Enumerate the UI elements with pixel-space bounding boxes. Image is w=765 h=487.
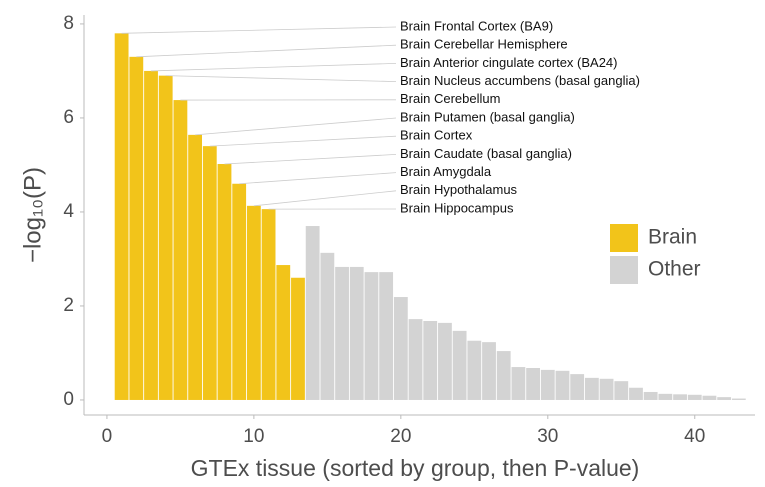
bar — [364, 272, 379, 400]
bar — [261, 209, 276, 400]
leader-line — [165, 75, 397, 82]
bar — [379, 272, 394, 400]
bar — [731, 398, 746, 400]
leader-line — [150, 63, 397, 72]
bar — [129, 56, 144, 400]
bar — [114, 33, 129, 400]
annotation: Brain Cortex — [400, 128, 473, 143]
bar — [540, 369, 555, 400]
y-tick-label: 8 — [63, 13, 74, 34]
bar — [555, 370, 570, 400]
annotation: Brain Hippocampus — [400, 200, 514, 215]
bar — [320, 252, 335, 400]
annotation: Brain Amygdala — [400, 164, 492, 179]
bar — [349, 266, 364, 400]
bar — [511, 367, 526, 400]
bar — [584, 377, 599, 400]
bar — [276, 265, 291, 400]
annotation: Brain Anterior cingulate cortex (BA24) — [400, 55, 618, 70]
leader-line — [253, 190, 397, 207]
leader-line — [195, 117, 397, 136]
x-tick-label: 0 — [102, 426, 113, 447]
bar — [188, 134, 203, 400]
x-axis-label: GTEx tissue (sorted by group, then P-val… — [191, 455, 640, 481]
annotation: Brain Nucleus accumbens (basal ganglia) — [400, 73, 640, 88]
leader-line — [224, 154, 397, 165]
bar — [643, 391, 658, 400]
bar — [717, 397, 732, 400]
bar — [393, 297, 408, 400]
x-tick-label: 20 — [390, 426, 411, 447]
annotation: Brain Cerebellar Hemisphere — [400, 37, 568, 52]
legend-label: Other — [648, 258, 701, 281]
bar — [438, 322, 452, 400]
bar — [217, 164, 232, 400]
x-tick-label: 30 — [537, 426, 558, 447]
bar — [482, 342, 496, 400]
bar — [570, 374, 585, 400]
legend-label: Brain — [648, 226, 697, 249]
legend-swatch — [610, 256, 638, 284]
bar — [526, 367, 541, 400]
annotation: Brain Putamen (basal ganglia) — [400, 109, 575, 124]
bar — [173, 100, 188, 400]
bar — [202, 146, 217, 400]
bar — [232, 183, 247, 400]
bar — [687, 394, 702, 400]
bar — [335, 266, 349, 400]
bar — [629, 387, 643, 400]
bar — [673, 394, 687, 400]
bar — [246, 205, 261, 400]
bar — [158, 75, 173, 400]
annotation: Brain Caudate (basal ganglia) — [400, 146, 572, 161]
bar — [291, 277, 305, 400]
bar — [423, 320, 438, 400]
bar — [702, 395, 717, 400]
leader-line — [239, 172, 397, 185]
y-tick-label: 0 — [63, 389, 74, 410]
leader-line — [136, 44, 397, 58]
bar — [452, 330, 467, 400]
bar — [408, 319, 423, 400]
x-tick-label: 40 — [684, 426, 705, 447]
annotation: Brain Frontal Cortex (BA9) — [400, 18, 553, 33]
bar — [144, 70, 158, 400]
y-tick-label: 2 — [63, 295, 74, 316]
bar — [614, 381, 629, 400]
annotation: Brain Hypothalamus — [400, 182, 518, 197]
leader-line — [209, 135, 397, 147]
annotation: Brain Cerebellum — [400, 91, 500, 106]
legend-swatch — [610, 224, 638, 252]
x-tick-label: 10 — [243, 426, 264, 447]
bar — [658, 393, 673, 400]
bar — [467, 340, 482, 400]
bar — [599, 378, 614, 400]
y-tick-label: 6 — [63, 107, 74, 128]
bar — [305, 226, 320, 400]
bar — [496, 351, 511, 400]
leader-line — [121, 26, 397, 34]
y-tick-label: 4 — [63, 201, 74, 222]
y-axis-label: −log₁₀(P) — [19, 167, 46, 263]
